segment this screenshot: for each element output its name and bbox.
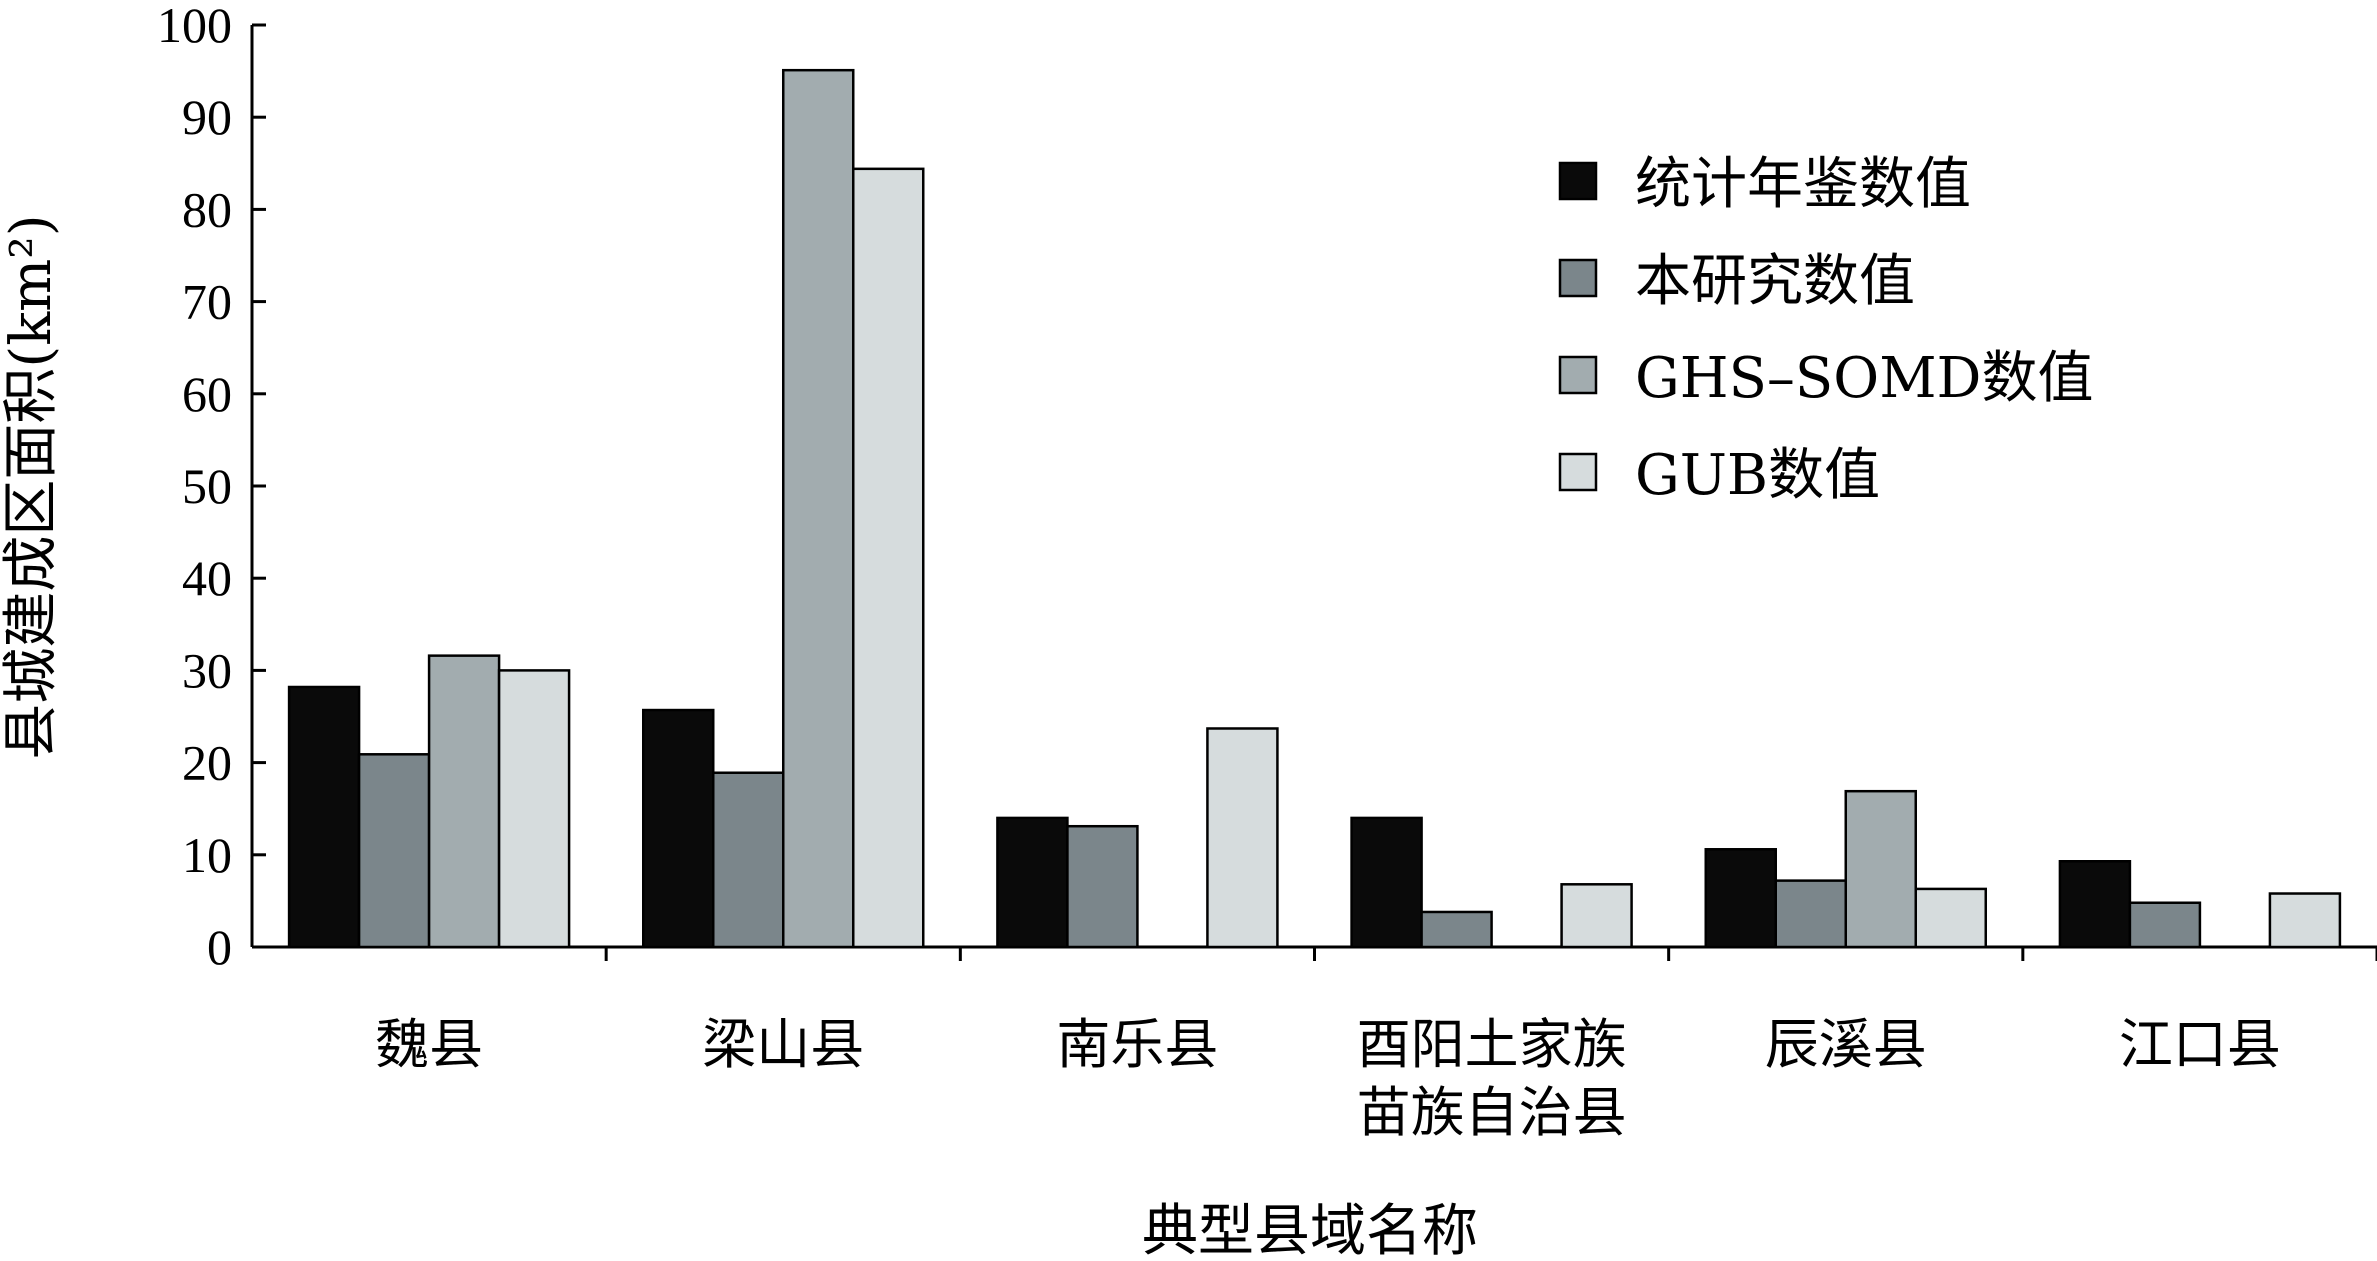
legend-label: GUB数值 [1635,443,1880,508]
x-axis-category-labels: 魏县 梁山县 南乐县 酉阳土家族苗族自治县 辰溪县 江口县 [375,1013,2281,1144]
y-tick-label: 70 [182,274,232,330]
bar-4-1 [1774,879,1847,949]
category-label: 酉阳土家族苗族自治县 [1357,1013,1627,1144]
bar-1-3 [852,167,925,949]
x-axis-title: 典型县域名称 [1142,1199,1478,1261]
y-tick-label: 0 [207,919,232,975]
bar-1-2 [782,68,855,949]
y-tick-label: 60 [182,366,232,422]
bar-5-3 [2268,892,2342,949]
bar-5-0 [2058,860,2132,949]
category-label: 辰溪县 [1765,1013,1927,1076]
bar-2-1 [1066,824,1139,949]
bar-4-3 [1914,887,1987,949]
bar-4-0 [1704,848,1777,949]
y-axis-ticks: 0 10 20 30 40 50 60 70 80 90 100 [157,0,266,975]
bar-1-0 [642,708,715,949]
bars [287,68,2342,949]
legend-swatch [1558,355,1598,395]
bar-5-1 [2128,901,2202,949]
bar-0-1 [357,753,431,949]
y-axis-title: 县城建成区面积(km²) [0,214,64,759]
bar-3-0 [1350,816,1423,949]
y-tick-label: 50 [182,458,232,514]
y-tick-label: 40 [182,550,232,606]
legend-label: 统计年鉴数值 [1635,152,1971,217]
y-tick-label: 30 [182,642,232,698]
legend-swatch [1558,258,1598,298]
legend-label: GHS–SOMD数值 [1635,346,2093,411]
bar-4-2 [1844,789,1917,949]
legend-swatch [1558,452,1598,492]
bar-0-3 [497,669,571,949]
bar-0-0 [287,685,361,949]
category-label: 江口县 [2119,1013,2281,1076]
bar-0-2 [427,654,501,949]
bar-2-0 [996,816,1069,949]
category-label: 魏县 [375,1013,483,1076]
y-tick-label: 20 [182,735,232,791]
y-tick-label: 90 [182,89,232,145]
bar-1-1 [712,771,785,949]
y-tick-label: 100 [157,0,232,53]
legend-label: 本研究数值 [1635,249,1915,314]
category-label: 南乐县 [1056,1013,1218,1076]
bar-2-3 [1206,727,1279,949]
y-tick-label: 10 [182,827,232,883]
category-label: 梁山县 [702,1013,864,1076]
plot-area: 0 10 20 30 40 50 60 70 80 90 100 [157,0,2377,975]
y-tick-label: 80 [182,181,232,237]
legend-swatch [1558,161,1598,201]
bar-3-1 [1420,910,1493,949]
bar-3-3 [1560,883,1633,949]
x-axis-ticks [604,947,2377,961]
